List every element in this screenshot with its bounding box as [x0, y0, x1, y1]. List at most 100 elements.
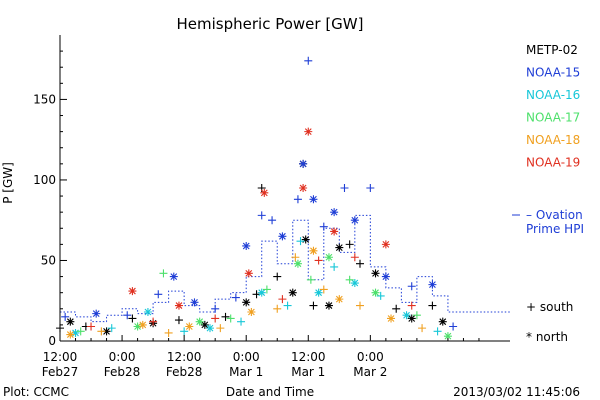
data-point: [324, 301, 333, 310]
y-tick-label: 50: [41, 253, 56, 267]
footer-timestamp: 2013/03/02 11:45:06: [453, 385, 580, 399]
data-point: [221, 312, 230, 321]
data-point: [306, 275, 315, 284]
data-point: [293, 195, 302, 204]
data-point: [154, 290, 163, 299]
data-point: [309, 301, 318, 310]
data-point: [392, 304, 401, 313]
data-point: [268, 216, 277, 225]
data-point: [159, 269, 168, 278]
data-point: [123, 311, 132, 320]
legend-entry: NOAA-18: [526, 133, 580, 147]
data-point: [296, 237, 305, 246]
data-point: [319, 285, 328, 294]
x-tick-date-label: Mar 2: [353, 365, 387, 379]
data-point: [149, 317, 158, 326]
legend-ovation-label: Prime HPI: [526, 222, 584, 236]
data-point: [102, 327, 111, 336]
y-tick-label: 100: [33, 173, 56, 187]
data-point: [273, 304, 282, 313]
data-point: [257, 288, 266, 297]
y-tick-label: 150: [33, 92, 56, 106]
data-point: [356, 301, 364, 310]
data-point: [319, 222, 328, 231]
data-point: [356, 259, 364, 268]
data-point: [247, 308, 256, 317]
data-point: [350, 253, 359, 262]
data-point: [330, 208, 339, 217]
data-point: [66, 317, 75, 326]
x-tick-date-label: Mar 1: [229, 365, 263, 379]
data-point: [226, 314, 235, 323]
data-point: [345, 240, 354, 249]
data-point: [211, 304, 220, 313]
legend-entry: NOAA-16: [526, 88, 580, 102]
data-point: [443, 332, 452, 341]
legend-entry: NOAA-19: [526, 156, 580, 170]
legend-entry: METP-02: [526, 43, 578, 57]
data-point: [330, 227, 339, 236]
x-tick-time-label: 12:00: [291, 350, 326, 364]
data-point: [288, 288, 297, 297]
data-point: [418, 324, 427, 333]
data-point: [262, 285, 271, 294]
data-point: [412, 311, 421, 320]
x-tick-date-label: Feb27: [42, 365, 79, 379]
data-point: [350, 279, 359, 288]
data-point: [330, 262, 339, 271]
data-point: [335, 243, 344, 252]
data-point: [244, 269, 253, 278]
data-point: [335, 295, 344, 304]
x-tick-date-label: Feb28: [166, 365, 203, 379]
chart-title: Hemispheric Power [GW]: [177, 15, 364, 33]
data-point: [273, 272, 282, 281]
data-point: [107, 324, 116, 333]
data-point: [283, 301, 292, 310]
ovation-hpi-line: [60, 214, 510, 323]
data-point: [164, 328, 173, 337]
data-point: [76, 327, 85, 336]
data-point: [299, 184, 308, 192]
data-point: [174, 301, 183, 310]
data-point: [97, 327, 106, 336]
legend: METP-02 NOAA-15 NOAA-16 NOAA-17 NOAA-18 NOAA-…: [512, 43, 584, 344]
data-point: [387, 314, 396, 323]
data-point: [381, 240, 390, 249]
x-tick-time-label: 0:00: [109, 350, 136, 364]
data-point: [278, 295, 287, 304]
data-point: [260, 188, 269, 197]
data-point: [407, 282, 416, 291]
x-tick-date-label: Feb28: [104, 365, 141, 379]
data-point: [293, 259, 302, 268]
data-point: [304, 56, 313, 65]
data-point: [371, 269, 380, 278]
data-point: [324, 253, 333, 262]
data-point: [304, 127, 313, 136]
data-point: [314, 256, 323, 265]
y-axis-label: P [GW]: [1, 162, 15, 204]
plot-area: [56, 56, 510, 341]
x-axis-label: Date and Time: [226, 385, 314, 399]
data-point: [299, 159, 308, 168]
x-tick-date-label: Mar 1: [291, 365, 325, 379]
data-point: [428, 301, 437, 310]
data-point: [216, 324, 225, 333]
data-point: [345, 275, 354, 284]
data-point: [128, 287, 137, 296]
data-point: [66, 330, 75, 339]
x-tick-time-label: 0:00: [233, 350, 260, 364]
legend-entry: NOAA-15: [526, 66, 580, 80]
data-point: [200, 320, 209, 329]
data-point: [407, 301, 416, 310]
data-point: [381, 272, 390, 281]
data-point: [92, 309, 101, 318]
data-point: [252, 290, 261, 299]
x-tick-time-label: 0:00: [357, 350, 384, 364]
legend-entry: NOAA-17: [526, 111, 580, 125]
data-point: [309, 195, 318, 204]
data-point: [428, 280, 437, 289]
data-point: [174, 316, 183, 325]
data-point: [128, 314, 137, 323]
axes: 05010015012:00Feb270:00Feb2812:00Feb280:…: [33, 35, 510, 379]
